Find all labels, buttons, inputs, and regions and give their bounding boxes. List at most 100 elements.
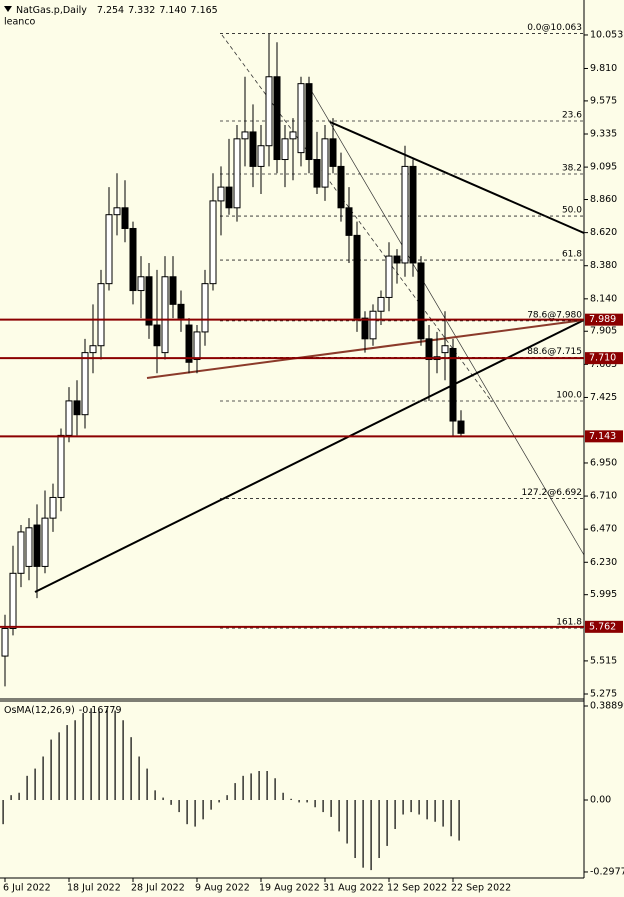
histogram-bar bbox=[74, 720, 76, 801]
candle-body bbox=[441, 345, 449, 354]
level-box bbox=[585, 620, 623, 633]
candle-body bbox=[393, 255, 401, 264]
candle-body bbox=[177, 303, 185, 319]
histogram-bar bbox=[106, 708, 108, 801]
symbol: NatGas.p,Daily bbox=[16, 5, 87, 16]
candle-body bbox=[121, 207, 129, 229]
histogram-bar bbox=[386, 800, 388, 846]
histogram-bar bbox=[442, 800, 444, 827]
candle-body bbox=[321, 138, 329, 188]
indicator-value: -0.16779 bbox=[79, 705, 122, 716]
histogram-bar bbox=[346, 800, 348, 844]
candle-body bbox=[457, 420, 465, 434]
histogram-bar bbox=[10, 795, 12, 801]
fib-label: 100.0 bbox=[556, 391, 582, 401]
histogram-bar bbox=[298, 800, 300, 803]
histogram-bar bbox=[274, 778, 276, 801]
fib-label: 127.2@6.692 bbox=[521, 488, 582, 498]
histogram-bar bbox=[114, 710, 116, 801]
candle-body bbox=[153, 324, 161, 347]
candle-body bbox=[209, 200, 217, 285]
x-tick-label: 28 Jul 2022 bbox=[131, 883, 185, 894]
histogram-bar bbox=[354, 800, 356, 859]
candle-body bbox=[225, 186, 233, 209]
fib-label: 0.0@10.063 bbox=[527, 23, 582, 33]
histogram-bar bbox=[258, 771, 260, 801]
histogram-bar bbox=[178, 800, 180, 813]
candle-body bbox=[193, 331, 201, 361]
histogram-bar bbox=[194, 800, 196, 827]
ohlc-value: 7.254 bbox=[97, 5, 124, 16]
histogram-bar bbox=[338, 800, 340, 832]
ohlc-value: 7.140 bbox=[159, 5, 186, 16]
level-label: 7.710 bbox=[589, 353, 616, 364]
level-label: 5.762 bbox=[589, 621, 616, 632]
candle-body bbox=[345, 207, 353, 236]
candle-body bbox=[257, 145, 265, 167]
y-tick-label: 9.575 bbox=[590, 95, 617, 106]
y-tick-label: 7.665 bbox=[590, 359, 617, 370]
histogram-bar bbox=[42, 756, 44, 801]
histogram-bar bbox=[146, 768, 148, 801]
candle-body bbox=[281, 138, 289, 161]
candle-body bbox=[361, 317, 369, 340]
histogram-bar bbox=[218, 800, 220, 803]
y-tick-label: 5.995 bbox=[590, 589, 617, 600]
indicator-title: OsMA(12,26,9) -0.16779 bbox=[4, 705, 122, 716]
histogram-bar bbox=[402, 800, 404, 815]
x-tick-label: 19 Aug 2022 bbox=[259, 883, 320, 894]
y-tick-label: 10.053 bbox=[590, 29, 623, 40]
y-tick-label: 5.275 bbox=[590, 689, 617, 700]
histogram-bar bbox=[18, 792, 20, 801]
candle-body bbox=[289, 131, 297, 140]
fib-label: 23.6 bbox=[562, 111, 582, 121]
histogram-bar bbox=[418, 800, 420, 815]
x-tick-label: 9 Aug 2022 bbox=[195, 883, 250, 894]
candle-body bbox=[369, 310, 377, 340]
candle-body bbox=[377, 296, 385, 312]
x-tick-label: 31 Aug 2022 bbox=[323, 883, 384, 894]
candle-body bbox=[17, 531, 25, 574]
histogram-bar bbox=[290, 798, 292, 801]
candle-body bbox=[57, 434, 65, 498]
histogram-bar bbox=[210, 800, 212, 810]
y-tick-label: 6.950 bbox=[590, 457, 617, 468]
histogram-bar bbox=[282, 792, 284, 801]
candle-body bbox=[329, 138, 337, 167]
histogram-bar bbox=[130, 737, 132, 801]
histogram-bar bbox=[154, 790, 156, 801]
histogram-bar bbox=[186, 800, 188, 825]
histogram-bar bbox=[34, 768, 36, 801]
candle-body bbox=[385, 255, 393, 298]
candle-body bbox=[41, 517, 49, 567]
histogram-bar bbox=[450, 800, 452, 837]
candle-body bbox=[1, 627, 9, 657]
candle-body bbox=[201, 283, 209, 333]
histogram-bar bbox=[378, 800, 380, 859]
histogram-bar bbox=[202, 800, 204, 820]
y-tick-label: 6.710 bbox=[590, 491, 617, 502]
candle-body bbox=[89, 345, 97, 354]
candle-body bbox=[9, 572, 17, 629]
y-tick-label: 6.230 bbox=[590, 557, 617, 568]
candle-body bbox=[313, 159, 321, 188]
candle-body bbox=[353, 234, 361, 319]
y-tick-label: 0.38899 bbox=[590, 700, 624, 711]
y-tick-label: 5.515 bbox=[590, 655, 617, 666]
candle-body bbox=[233, 138, 241, 209]
histogram-bar bbox=[330, 800, 332, 817]
histogram-bar bbox=[66, 725, 68, 801]
candle-body bbox=[73, 400, 81, 416]
candle-body bbox=[449, 347, 457, 422]
candle-body bbox=[265, 76, 273, 147]
histogram-bar bbox=[234, 783, 236, 801]
histogram-bar bbox=[162, 797, 164, 801]
menu-arrow bbox=[4, 6, 12, 12]
indicator-name: OsMA(12,26,9) bbox=[4, 705, 75, 716]
y-tick-label: 7.905 bbox=[590, 326, 617, 337]
candle-body bbox=[241, 131, 249, 140]
y-tick-label: -0.29773 bbox=[590, 866, 624, 877]
candle-body bbox=[137, 276, 145, 292]
candle-body bbox=[217, 186, 225, 202]
